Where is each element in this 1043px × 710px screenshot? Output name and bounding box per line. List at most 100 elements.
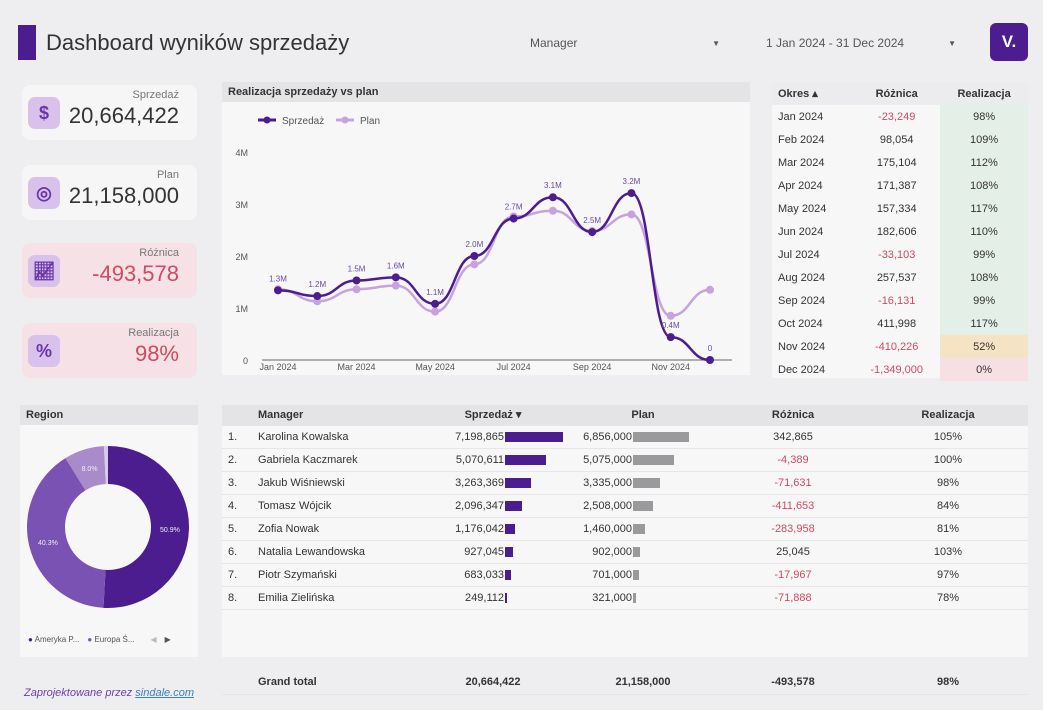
table-row[interactable]: 4. Tomasz Wójcik 2,096,347 2,508,000 -411…: [222, 494, 1028, 518]
column-header-difference[interactable]: Różnica: [875, 87, 918, 100]
plan-bar: [633, 523, 645, 534]
footer-text: Zaprojektowane przez: [24, 687, 133, 699]
table-row[interactable]: Sep 2024 -16,131 99%: [772, 289, 1028, 312]
donut-slice: [65, 446, 106, 491]
column-header-plan[interactable]: Plan: [568, 405, 718, 426]
legend-label: Sprzedaż: [282, 116, 324, 127]
data-point: [431, 307, 440, 316]
y-tick-label: 2M: [235, 252, 248, 262]
table-row[interactable]: Jan 2024 -23,249 98%: [772, 105, 1028, 128]
sales-value: 1,176,042: [455, 522, 504, 535]
table-row[interactable]: May 2024 157,334 117%: [772, 197, 1028, 220]
sales-bar: [505, 546, 513, 557]
table-row[interactable]: Mar 2024 175,104 112%: [772, 151, 1028, 174]
manager-name: Tomasz Wójcik: [258, 494, 418, 518]
manager-name: Natalia Lewandowska: [258, 540, 418, 564]
legend-item[interactable]: ● Ameryka P...: [28, 635, 80, 644]
sales-bar: [505, 523, 515, 534]
difference-cell: -23,249: [878, 110, 916, 123]
difference-cell: 98,054: [879, 133, 914, 146]
footer: Zaprojektowane przez sindale.com: [24, 687, 194, 699]
plan-bar: [633, 500, 654, 511]
series-line-sprzedaż: [277, 191, 711, 362]
difference-value: -71,631: [718, 471, 868, 495]
difference-cell: 411,998: [877, 317, 917, 330]
kpi-label: Realizacja: [128, 327, 179, 339]
table-row[interactable]: 8. Emilia Zielińska 249,112 321,000 -71,8…: [222, 586, 1028, 610]
table-row[interactable]: Feb 2024 98,054 109%: [772, 128, 1028, 151]
realization-value: 105%: [868, 425, 1028, 449]
difference-cell: -16,131: [878, 294, 916, 307]
data-point: [627, 189, 636, 198]
plan-bar: [633, 569, 639, 580]
y-tick-label: 0: [243, 356, 248, 366]
slice-label: 40.3%: [38, 540, 58, 547]
table-row[interactable]: Oct 2024 411,998 117%: [772, 312, 1028, 335]
column-header-sales[interactable]: Sprzedaż ▾: [418, 405, 568, 426]
total-plan: 21,158,000: [568, 671, 718, 695]
sales-value: 249,112: [465, 591, 504, 604]
kpi-label: Różnica: [139, 247, 179, 259]
x-tick-label: Jul 2024: [497, 362, 531, 372]
manager-filter[interactable]: Manager ▼: [530, 36, 720, 50]
legend-prev-icon[interactable]: ◀: [150, 635, 157, 644]
difference-value: -283,958: [718, 517, 868, 541]
difference-cell: -33,103: [878, 248, 916, 261]
realization-cell: 110%: [940, 220, 1028, 243]
rank: 5.: [222, 517, 258, 541]
difference-value: -17,967: [718, 563, 868, 587]
rank: 7.: [222, 563, 258, 587]
table-row[interactable]: Apr 2024 171,387 108%: [772, 174, 1028, 197]
rank: 3.: [222, 471, 258, 495]
date-filter[interactable]: 1 Jan 2024 - 31 Dec 2024 ▼: [766, 36, 956, 50]
slice-label: 50.9%: [160, 527, 180, 534]
sales-bar: [505, 592, 508, 603]
kpi-realization: % Realizacja 98%: [22, 323, 197, 378]
rank: 4.: [222, 494, 258, 518]
table-row[interactable]: 7. Piotr Szymański 683,033 701,000 -17,96…: [222, 563, 1028, 587]
period-cell: May 2024: [778, 202, 827, 215]
plan-bar: [633, 454, 675, 465]
legend-next-icon[interactable]: ▶: [164, 635, 171, 644]
plan-value: 2,508,000: [583, 499, 632, 512]
x-tick-label: Jan 2024: [259, 362, 296, 372]
realization-cell: 0%: [940, 358, 1028, 381]
footer-link[interactable]: sindale.com: [135, 687, 194, 699]
managers-table: Manager Sprzedaż ▾ Plan Różnica Realizac…: [222, 405, 1028, 695]
table-row[interactable]: Jul 2024 -33,103 99%: [772, 243, 1028, 266]
realization-cell: 109%: [940, 128, 1028, 151]
table-row[interactable]: Dec 2024 -1,349,000 0%: [772, 358, 1028, 381]
percent-icon: %: [28, 335, 60, 367]
manager-name: Jakub Wiśniewski: [258, 471, 418, 495]
realization-cell: 99%: [940, 243, 1028, 266]
table-row[interactable]: 6. Natalia Lewandowska 927,045 902,000 25…: [222, 540, 1028, 564]
period-cell: Aug 2024: [778, 271, 826, 284]
column-header-period[interactable]: Okres ▴: [778, 88, 818, 100]
manager-name: Karolina Kowalska: [258, 425, 418, 449]
sales-bar: [505, 454, 547, 465]
difference-cell: 157,334: [876, 202, 917, 215]
legend-item[interactable]: ● Europa Ś...: [87, 635, 135, 644]
rank: 1.: [222, 425, 258, 449]
plan-value: 321,000: [592, 591, 632, 604]
plan-value: 5,075,000: [583, 453, 632, 466]
kpi-difference: 📈︎ Różnica -493,578: [22, 243, 197, 298]
kpi-plan: ◎ Plan 21,158,000: [22, 165, 197, 220]
table-row[interactable]: 5. Zofia Nowak 1,176,042 1,460,000 -283,9…: [222, 517, 1028, 541]
data-point: [509, 214, 518, 223]
slice-label: 8.0%: [82, 466, 98, 473]
table-row[interactable]: Jun 2024 182,606 110%: [772, 220, 1028, 243]
date-filter-label: 1 Jan 2024 - 31 Dec 2024: [766, 36, 905, 50]
column-header-realization[interactable]: Realizacja: [957, 87, 1011, 100]
total-label: Grand total: [258, 671, 418, 695]
table-row[interactable]: 1. Karolina Kowalska 7,198,865 6,856,000 …: [222, 425, 1028, 449]
table-row[interactable]: Aug 2024 257,537 108%: [772, 266, 1028, 289]
column-header-difference[interactable]: Różnica: [718, 405, 868, 426]
column-header-realization[interactable]: Realizacja: [868, 405, 1028, 426]
sales-value: 2,096,347: [455, 499, 504, 512]
table-row[interactable]: Nov 2024 -410,226 52%: [772, 335, 1028, 358]
column-header-manager[interactable]: Manager: [258, 405, 418, 426]
sales-value: 5,070,611: [455, 453, 504, 466]
table-row[interactable]: 3. Jakub Wiśniewski 3,263,369 3,335,000 -…: [222, 471, 1028, 495]
table-row[interactable]: 2. Gabriela Kaczmarek 5,070,611 5,075,000…: [222, 448, 1028, 472]
